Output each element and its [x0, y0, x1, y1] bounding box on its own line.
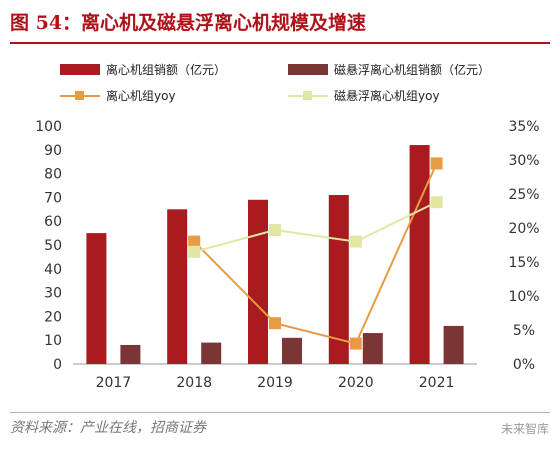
- legend-swatch-centrifuge-yoy: [60, 90, 100, 101]
- bar-maglev-sales: [120, 344, 141, 364]
- y-left-tick-label: 50: [44, 238, 62, 254]
- x-tick-label: 2017: [96, 375, 132, 391]
- legend-label-maglev-sales: 磁悬浮离心机组销额（亿元）: [334, 63, 491, 77]
- legend-label-maglev-yoy: 磁悬浮离心机组yoy: [334, 89, 440, 103]
- watermark: 未来智库: [500, 422, 549, 436]
- y-right-tick-label: 35%: [508, 119, 539, 135]
- line-centrifuge-yoy: [193, 162, 438, 345]
- legend: 离心机组销额（亿元） 磁悬浮离心机组销额（亿元） 离心机组yoy 磁悬浮离心机组…: [0, 0, 557, 110]
- bar-centrifuge-sales: [248, 199, 268, 364]
- y-left-tick-label: 20: [44, 309, 62, 325]
- bar-maglev-sales: [443, 325, 464, 364]
- y-left-tick-label: 60: [44, 214, 62, 230]
- y-right-tick-label: 20%: [508, 221, 539, 237]
- x-tick-label: 2018: [176, 375, 212, 391]
- y-right-tick-label: 0%: [513, 357, 535, 373]
- source-note: 资料来源：产业在线，招商证券: [10, 412, 550, 443]
- legend-item-maglev-yoy: 磁悬浮离心机组yoy: [288, 87, 440, 104]
- legend-label-centrifuge-sales: 离心机组销额（亿元）: [106, 63, 227, 77]
- bar-centrifuge-sales: [86, 233, 107, 364]
- legend-item-centrifuge-yoy: 离心机组yoy: [60, 87, 176, 104]
- legend-swatch-centrifuge-sales: [60, 64, 100, 75]
- bar-centrifuge-sales: [328, 195, 349, 364]
- y-right-tick-label: 30%: [508, 153, 539, 169]
- bar-maglev-sales: [282, 337, 302, 364]
- bar-centrifuge-sales: [409, 145, 430, 364]
- y-left-tick-label: 10: [44, 333, 62, 349]
- marker-maglev-yoy: [269, 224, 281, 237]
- legend-label-centrifuge-yoy: 离心机组yoy: [106, 89, 176, 103]
- y-left-tick-label: 90: [44, 143, 62, 159]
- bar-centrifuge-sales: [167, 209, 188, 364]
- bar-maglev-sales: [362, 333, 383, 364]
- x-tick-label: 2021: [419, 375, 455, 391]
- y-right-tick-label: 25%: [508, 187, 539, 203]
- marker-centrifuge-yoy: [188, 235, 201, 248]
- y-left-tick-label: 80: [44, 167, 62, 183]
- legend-swatch-maglev-yoy: [288, 90, 328, 101]
- y-right-tick-label: 15%: [508, 255, 539, 271]
- x-tick-label: 2020: [338, 375, 374, 391]
- marker-maglev-yoy: [188, 245, 201, 258]
- marker-centrifuge-yoy: [349, 337, 362, 350]
- x-tick-label: 2019: [257, 375, 293, 391]
- marker-centrifuge-yoy: [269, 317, 281, 330]
- y-left-tick-label: 70: [44, 190, 62, 206]
- bar-maglev-sales: [201, 342, 222, 364]
- legend-item-centrifuge-sales: 离心机组销额（亿元）: [60, 61, 226, 78]
- y-left-tick-label: 100: [35, 119, 62, 135]
- marker-centrifuge-yoy: [430, 157, 443, 170]
- marker-maglev-yoy: [430, 196, 443, 209]
- marker-maglev-yoy: [349, 235, 362, 248]
- legend-swatch-maglev-sales: [288, 64, 328, 75]
- y-right-tick-label: 5%: [513, 323, 535, 339]
- y-left-tick-label: 30: [44, 286, 62, 302]
- y-right-tick-label: 10%: [508, 289, 539, 305]
- y-left-tick-label: 0: [53, 357, 62, 373]
- y-left-tick-label: 40: [44, 262, 62, 278]
- line-maglev-yoy: [193, 201, 438, 253]
- legend-item-maglev-sales: 磁悬浮离心机组销额（亿元）: [288, 61, 490, 78]
- figure-title: 图 54：离心机及磁悬浮离心机规模及增速: [10, 8, 550, 44]
